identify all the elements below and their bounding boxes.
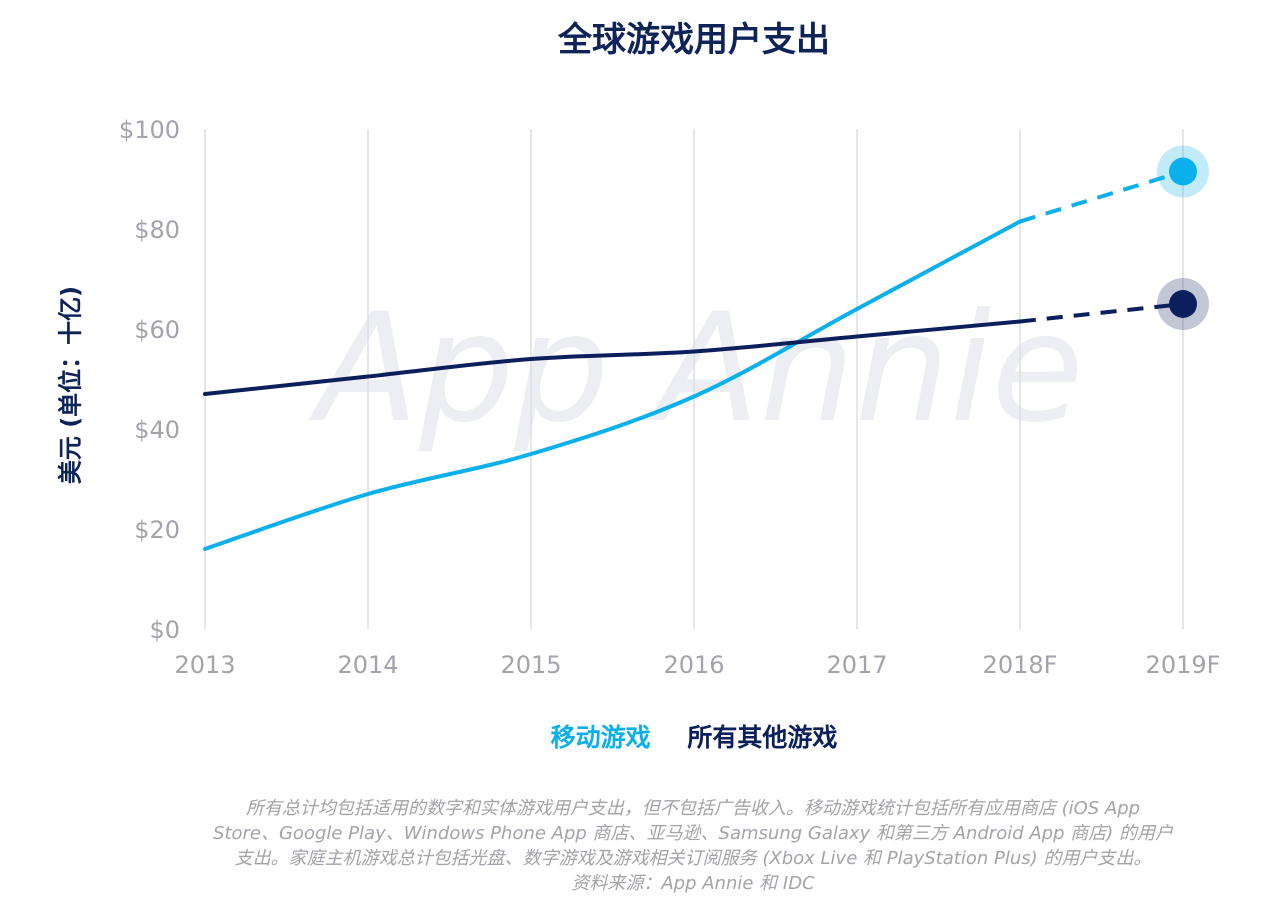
footnote-line: 支出。家庭主机游戏总计包括光盘、数字游戏及游戏相关订阅服务 (Xbox Live…: [234, 848, 1152, 869]
y-tick-label: $40: [134, 416, 180, 444]
x-tick-label: 2017: [826, 651, 887, 679]
y-tick-label: $80: [134, 216, 180, 244]
endpoint-marker: [1169, 157, 1197, 186]
gridlines: [204, 129, 1184, 629]
footnote-line: 所有总计均包括适用的数字和实体游戏用户支出，但不包括广告收入。移动游戏统计包括所…: [245, 798, 1141, 819]
y-tick-label: $20: [134, 516, 180, 544]
series-line-forecast: [1019, 169, 1184, 224]
footnote-line: Store、Google Play、Windows Phone App 商店、亚…: [213, 823, 1173, 844]
chart-title: 全球游戏用户支出: [558, 20, 830, 60]
x-tick-label: 2018F: [983, 651, 1058, 679]
endpoint-markers: [1157, 145, 1209, 330]
y-tick-label: $100: [119, 116, 180, 144]
series-line-forecast: [1019, 302, 1184, 324]
legend: 移动游戏 所有其他游戏: [0, 718, 1273, 754]
series-line-actual: [203, 219, 1022, 551]
endpoint-marker: [1169, 290, 1197, 318]
y-tick-label: $0: [149, 616, 180, 644]
legend-item-mobile-games: 移动游戏: [550, 723, 651, 752]
y-tick-label: $60: [134, 316, 180, 344]
x-tick-label: 2014: [337, 651, 398, 679]
footnote-source: 资料来源：App Annie 和 IDC: [571, 873, 815, 894]
x-tick-label: 2013: [174, 651, 235, 679]
legend-item-other-games: 所有其他游戏: [687, 723, 838, 752]
series-lines: [203, 169, 1184, 551]
series-line-actual: [203, 319, 1022, 396]
x-tick-labels: 2013 2014 2015 2016 2017 2018F 2019F: [174, 651, 1220, 679]
footnote: 所有总计均包括适用的数字和实体游戏用户支出，但不包括广告收入。移动游戏统计包括所…: [165, 796, 1221, 896]
x-tick-label: 2016: [663, 651, 724, 679]
x-tick-label: 2015: [500, 651, 561, 679]
y-tick-labels: $0 $20 $40 $60 $80 $100: [119, 116, 180, 644]
x-tick-label: 2019F: [1146, 651, 1221, 679]
line-chart: App Annie $0$20$40$60$80$100 2013 2014 201…: [119, 116, 1221, 679]
